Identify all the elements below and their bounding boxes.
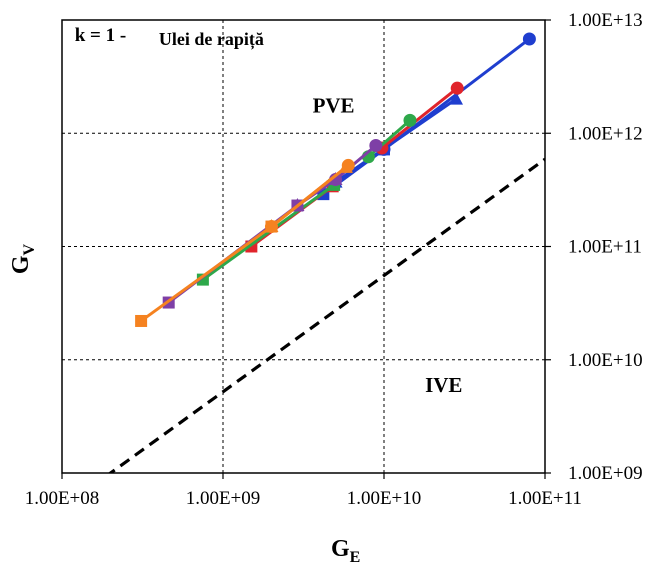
data-point-triangle xyxy=(448,91,463,105)
series-line xyxy=(334,97,457,184)
data-point-circle xyxy=(403,113,417,127)
y-tick-label: 1.00E+12 xyxy=(568,123,643,144)
series-group xyxy=(135,32,536,327)
x-tick-labels: 1.00E+08 1.00E+09 1.00E+10 1.00E+11 xyxy=(25,473,582,509)
ive-label: IVE xyxy=(425,373,462,397)
x-axis-title: GE xyxy=(331,536,360,566)
x-axis-title-main: G xyxy=(331,536,350,562)
data-point-triangle xyxy=(338,159,353,173)
series xyxy=(135,220,278,327)
y-axis-title-main: G xyxy=(8,255,34,274)
series-line xyxy=(334,144,377,181)
y-tick-labels: 1.00E+09 1.00E+10 1.00E+11 1.00E+12 1.00E+13 xyxy=(545,10,643,484)
grid-lines xyxy=(62,20,545,473)
y-tick-label: 1.00E+13 xyxy=(568,10,643,31)
y-tick-label: 1.00E+10 xyxy=(568,350,643,371)
pve-label: PVE xyxy=(313,94,355,118)
x-tick-label: 1.00E+11 xyxy=(508,488,582,509)
x-tick-label: 1.00E+08 xyxy=(25,488,100,509)
y-axis-title: GV xyxy=(8,243,38,274)
data-point-circle xyxy=(450,81,464,95)
x-axis-title-sub: E xyxy=(350,549,361,566)
oil-label: Ulei de rapiță xyxy=(159,29,264,50)
reference-line xyxy=(107,157,545,473)
y-tick-label: 1.00E+09 xyxy=(568,463,643,484)
y-axis-title-sub: V xyxy=(21,243,38,255)
x-tick-label: 1.00E+10 xyxy=(347,488,422,509)
reference-line-group xyxy=(107,157,545,473)
x-tick-label: 1.00E+09 xyxy=(186,488,261,509)
data-point-circle xyxy=(369,138,383,152)
series-line xyxy=(140,225,273,323)
data-point-triangle xyxy=(328,172,343,186)
annotations: k = 1 - Ulei de rapiță PVE IVE xyxy=(75,25,463,397)
data-point-square xyxy=(135,314,148,327)
series-line xyxy=(270,166,347,228)
data-point-square xyxy=(265,220,278,233)
k-label: k = 1 - xyxy=(75,25,126,46)
data-point-circle xyxy=(522,32,536,46)
series-line xyxy=(380,87,459,150)
y-tick-label: 1.00E+11 xyxy=(568,237,642,258)
